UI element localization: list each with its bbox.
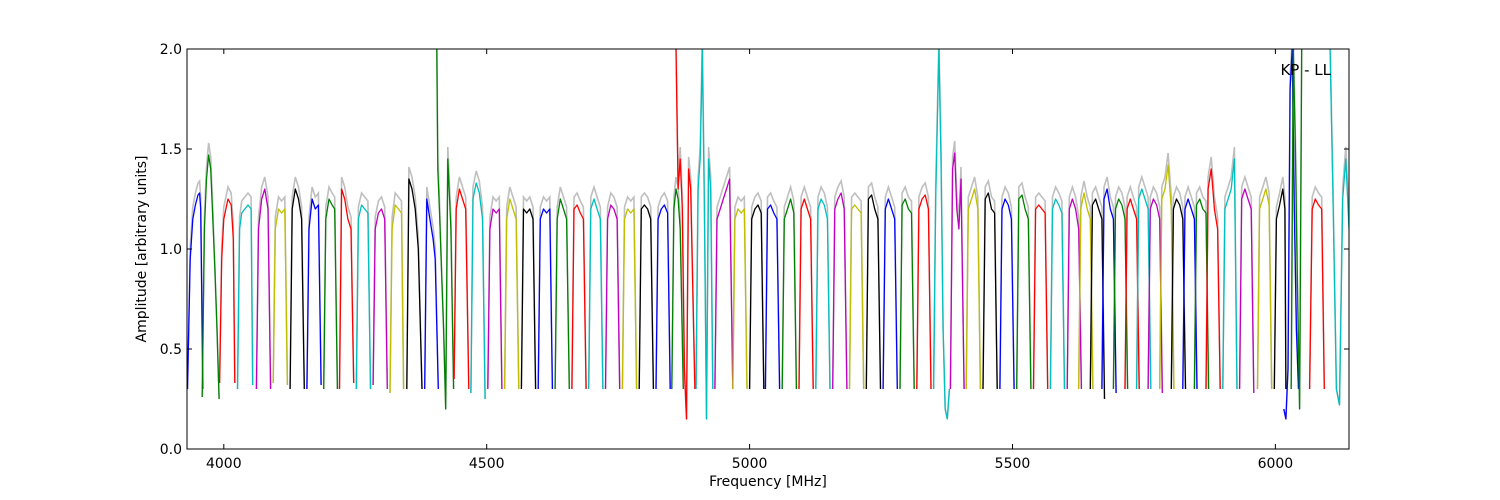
x-tick-label: 6000	[1258, 456, 1294, 472]
series-line-46	[949, 152, 965, 390]
series-line-37	[798, 198, 814, 390]
series-line-58	[1124, 198, 1140, 390]
series-line-3	[236, 204, 254, 390]
y-axis: 0.0 0.5 1.0 1.5 2.0	[160, 42, 1349, 458]
series-line-40	[848, 204, 865, 390]
y-tick-label: 1.0	[160, 242, 182, 258]
series-line-30	[675, 49, 696, 420]
raw-trace-32	[714, 166, 734, 390]
series-line-43	[899, 198, 915, 390]
series-line-73	[1329, 49, 1349, 406]
x-tick-label: 4500	[469, 456, 505, 472]
y-tick-label: 1.5	[160, 142, 182, 158]
series-line-51	[1032, 204, 1049, 390]
series-line-11	[372, 208, 388, 390]
series-line-66	[1222, 158, 1238, 390]
x-axis: 4000 4500 5000 5500 6000	[206, 49, 1293, 472]
series-line-69	[1273, 188, 1287, 390]
series-line-71	[1290, 49, 1303, 410]
series-line-6	[289, 188, 305, 390]
series-line-9	[338, 188, 355, 390]
x-tick-label: 4000	[206, 456, 242, 472]
series-line-70	[1283, 49, 1300, 420]
series-line-64	[1193, 198, 1210, 390]
series-line-32	[714, 178, 734, 390]
series-line-44	[916, 194, 932, 390]
series-line-25	[604, 204, 621, 390]
series-line-15	[436, 49, 455, 410]
series-line-36	[781, 198, 798, 390]
series-line-4	[255, 188, 272, 390]
series-line-68	[1256, 188, 1273, 390]
plot-frame	[186, 48, 1350, 450]
y-tick-label: 0.0	[160, 442, 182, 458]
series-line-52	[1049, 198, 1066, 390]
series-line-35	[764, 204, 781, 390]
series-line-19	[503, 198, 520, 390]
series-line-48	[982, 192, 998, 390]
series-line-39	[832, 192, 848, 390]
series-line-67	[1238, 188, 1255, 394]
series-line-21	[537, 208, 554, 390]
series-line-72	[1308, 198, 1325, 390]
series-line-7	[306, 198, 322, 390]
series-line-45	[932, 49, 951, 420]
series-line-18	[487, 208, 503, 390]
series-line-29	[671, 188, 684, 390]
series-line-55	[1089, 198, 1106, 400]
series-line-14	[424, 198, 439, 390]
series-line-24	[588, 198, 604, 390]
series-line-59	[1135, 188, 1152, 390]
series-line-1	[201, 154, 220, 400]
series-line-38	[815, 198, 831, 390]
raw-trace-3	[236, 191, 254, 390]
series-line-50	[1016, 194, 1032, 390]
series-line-53	[1066, 198, 1083, 390]
y-tick-label: 0.5	[160, 342, 182, 358]
series-layer	[187, 49, 1349, 420]
x-tick-label: 5500	[995, 456, 1031, 472]
raw-trace-layer	[187, 49, 1349, 420]
y-tick-label: 2.0	[160, 42, 182, 58]
series-line-10	[355, 204, 372, 390]
series-line-5	[272, 208, 289, 386]
series-line-63	[1182, 198, 1198, 390]
series-line-34	[748, 204, 765, 390]
series-line-26	[621, 208, 638, 390]
series-line-28	[655, 204, 671, 390]
series-line-41	[865, 194, 882, 390]
series-line-47	[965, 188, 982, 390]
y-axis-label: Amplitude [arbitrary units]	[134, 156, 150, 343]
series-line-61	[1159, 164, 1175, 390]
series-line-54	[1078, 192, 1094, 390]
x-tick-label: 5000	[732, 456, 768, 472]
series-line-31	[695, 49, 714, 420]
series-line-2	[218, 198, 236, 384]
series-line-16	[453, 188, 470, 390]
series-line-20	[520, 208, 537, 390]
series-line-13	[406, 178, 423, 390]
series-line-57	[1112, 198, 1129, 390]
series-line-60	[1147, 198, 1163, 394]
series-line-65	[1205, 168, 1221, 390]
x-axis-label: Frequency [MHz]	[709, 474, 827, 490]
series-line-27	[638, 204, 655, 390]
series-line-42	[882, 198, 898, 390]
series-line-56	[1101, 188, 1117, 394]
panel-annotation: KP - LL	[1280, 61, 1331, 79]
series-line-12	[389, 204, 405, 394]
series-line-17	[470, 182, 486, 400]
series-line-33	[732, 208, 748, 390]
series-line-0	[187, 192, 204, 390]
series-line-8	[323, 198, 339, 390]
series-line-49	[999, 198, 1015, 390]
series-line-62	[1170, 198, 1187, 390]
series-line-23	[571, 204, 587, 390]
series-line-22	[554, 198, 570, 390]
